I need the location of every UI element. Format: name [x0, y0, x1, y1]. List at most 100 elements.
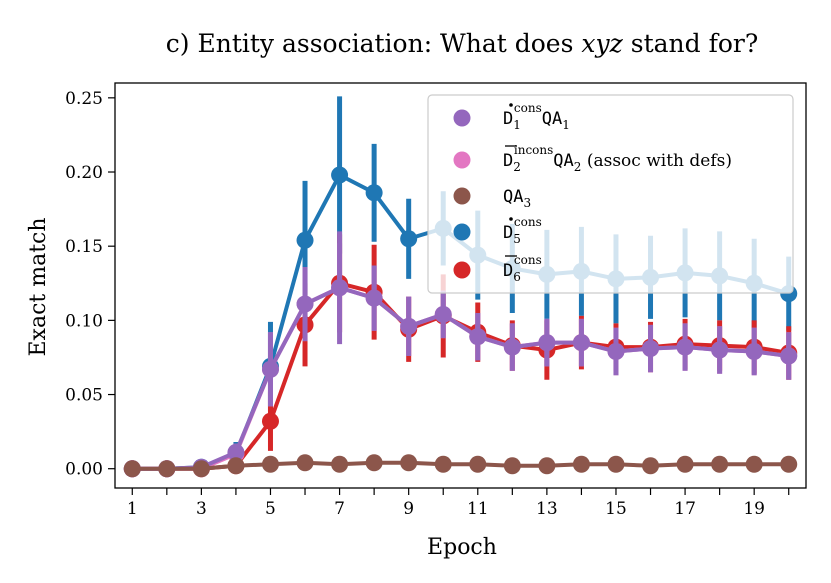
legend-label-suffix: QA [503, 187, 523, 207]
legend-label-superscript: cons [514, 215, 542, 229]
data-point [469, 455, 487, 473]
x-tick-label: 9 [403, 499, 414, 519]
legend-label: D2inconsQA2 (assoc with defs) [503, 143, 732, 174]
legend-label: D1consQA1 [503, 101, 570, 132]
data-point [642, 457, 660, 475]
x-tick-label: 5 [265, 499, 276, 519]
x-tick-label: 19 [743, 499, 765, 519]
series-line [132, 285, 789, 471]
legend-label-subscript: 2 [513, 160, 521, 174]
legend-label-subscript: 6 [513, 270, 521, 284]
legend-label-superscript: incons [514, 143, 553, 157]
data-point [400, 454, 418, 472]
data-point [676, 338, 694, 356]
legend-label-suffix-subscript: 3 [523, 196, 531, 210]
data-point [158, 460, 176, 478]
chart-title-suffix: stand for? [623, 29, 758, 58]
x-tick-label: 1 [127, 499, 138, 519]
data-point [192, 460, 210, 478]
data-point [469, 328, 487, 346]
data-point [538, 334, 556, 352]
data-point [503, 457, 521, 475]
y-tick-label: 0.25 [65, 89, 103, 109]
x-axis-label: Epoch [427, 535, 497, 560]
x-tick-label: 15 [605, 499, 627, 519]
y-tick-label: 0.15 [65, 237, 103, 257]
data-point [434, 455, 452, 473]
legend-label-suffix: QA [553, 151, 573, 171]
legend-label-note: (assoc with defs) [581, 151, 732, 171]
data-point [296, 454, 314, 472]
plot-frame [114, 82, 807, 489]
data-point [296, 295, 314, 313]
data-point [331, 166, 349, 184]
data-point [227, 443, 245, 461]
data-point [676, 455, 694, 473]
legend-label: QA3 [503, 187, 531, 210]
data-point [261, 455, 279, 473]
legend-label: D5 cons [503, 215, 542, 246]
data-point [365, 184, 383, 202]
chart-title-italic: xyz [581, 29, 623, 58]
data-point [607, 455, 625, 473]
legend-marker [453, 151, 471, 169]
data-point [227, 457, 245, 475]
x-tick-label: 13 [536, 499, 558, 519]
y-tick-label: 0.10 [65, 311, 103, 331]
data-point [780, 455, 798, 473]
series-layer [123, 96, 798, 478]
legend-marker [453, 261, 471, 279]
series-line [132, 285, 789, 471]
data-point [123, 460, 141, 478]
y-tick-label: 0.05 [65, 386, 103, 406]
data-point [711, 455, 729, 473]
data-point [400, 230, 418, 248]
data-point [261, 360, 279, 378]
legend-label-suffix-subscript: 1 [562, 118, 570, 132]
data-point [780, 347, 798, 365]
data-point [572, 334, 590, 352]
y-axis-label: Exact match [26, 217, 51, 356]
data-point [642, 340, 660, 358]
legend-marker [453, 223, 471, 241]
legend-label-base: D [503, 261, 513, 281]
legend-label-superscript: cons [514, 253, 542, 267]
legend-label-base: D [503, 151, 513, 171]
legend-label-subscript: 5 [513, 232, 521, 246]
legend-label-base: D [503, 223, 513, 243]
data-point [434, 305, 452, 323]
x-tick-label: 3 [196, 499, 207, 519]
data-point [261, 412, 279, 430]
legend-dot-accent [509, 103, 513, 107]
chart-title-prefix: c) Entity association: What does [166, 29, 582, 58]
legend-marker [453, 187, 471, 205]
data-point [365, 454, 383, 472]
legend-marker [453, 109, 471, 127]
legend-label: D6 cons [503, 253, 542, 284]
data-point [331, 279, 349, 297]
data-point [745, 455, 763, 473]
legend-label-subscript: 1 [513, 118, 521, 132]
data-point [607, 343, 625, 361]
legend-box [427, 94, 794, 294]
y-tick-label: 0.20 [65, 163, 103, 183]
data-point [572, 455, 590, 473]
series-line [132, 281, 790, 471]
series-qa3 [123, 454, 798, 478]
legend-dot-accent [509, 217, 513, 221]
data-point [296, 231, 314, 249]
data-point [745, 343, 763, 361]
legend-label-suffix: QA [542, 109, 562, 129]
x-tick-label: 17 [674, 499, 696, 519]
x-tick-label: 7 [334, 499, 345, 519]
data-point [538, 457, 556, 475]
y-tick-label: 0.00 [65, 460, 103, 480]
x-tick-label: 11 [467, 499, 489, 519]
data-point [400, 317, 418, 335]
data-point [365, 289, 383, 307]
data-point [331, 455, 349, 473]
legend-label-base: D [503, 109, 513, 129]
